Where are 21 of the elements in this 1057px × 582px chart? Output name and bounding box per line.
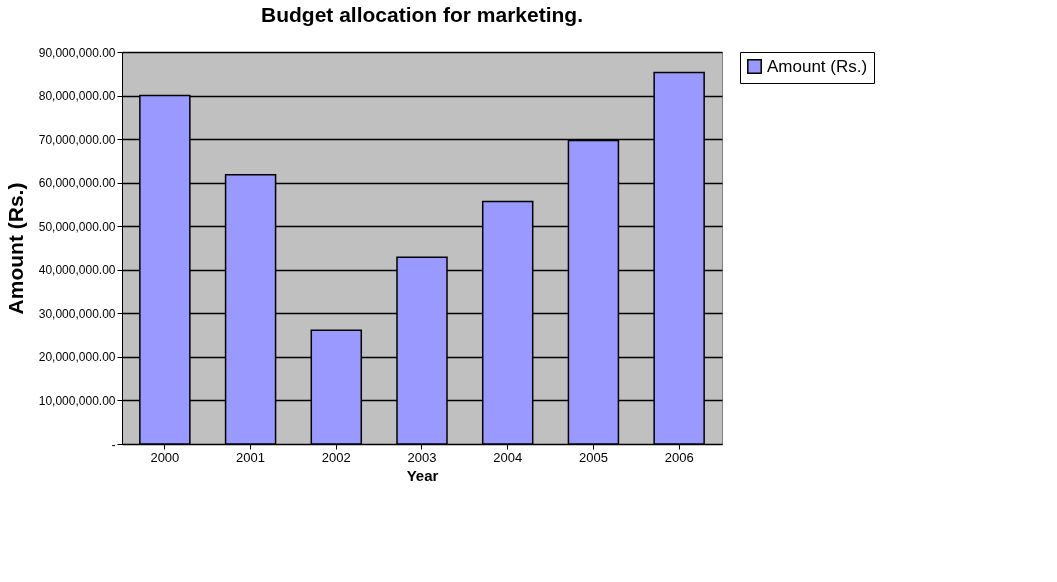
x-axis-title: Year xyxy=(406,466,439,484)
x-tick-label: 2003 xyxy=(407,449,437,465)
y-tick-label: - xyxy=(111,437,116,452)
y-tick-label: 20,000,000.00 xyxy=(38,350,116,365)
x-tick-label: 2006 xyxy=(664,449,694,465)
y-tick-label: 10,000,000.00 xyxy=(38,393,116,408)
x-tick-label: 2004 xyxy=(493,449,523,465)
y-tick-label: 60,000,000.00 xyxy=(38,176,116,191)
x-tick-label: 2002 xyxy=(321,449,351,465)
y-tick-label: 70,000,000.00 xyxy=(38,132,116,147)
legend-label: Amount (Rs.) xyxy=(767,56,868,76)
y-tick-label: 90,000,000.00 xyxy=(38,45,116,60)
x-tick-label: 2001 xyxy=(236,449,266,465)
y-tick-label: 80,000,000.00 xyxy=(38,89,116,104)
x-tick-label: 2000 xyxy=(150,449,180,465)
y-tick-label: 50,000,000.00 xyxy=(38,219,116,234)
x-tick-label: 2005 xyxy=(578,449,608,465)
y-axis-title: Amount (Rs.) xyxy=(3,182,27,315)
y-tick-label: 30,000,000.00 xyxy=(38,306,116,321)
chart-title: Budget allocation for marketing. xyxy=(260,3,584,26)
y-tick-label: 40,000,000.00 xyxy=(38,263,116,278)
